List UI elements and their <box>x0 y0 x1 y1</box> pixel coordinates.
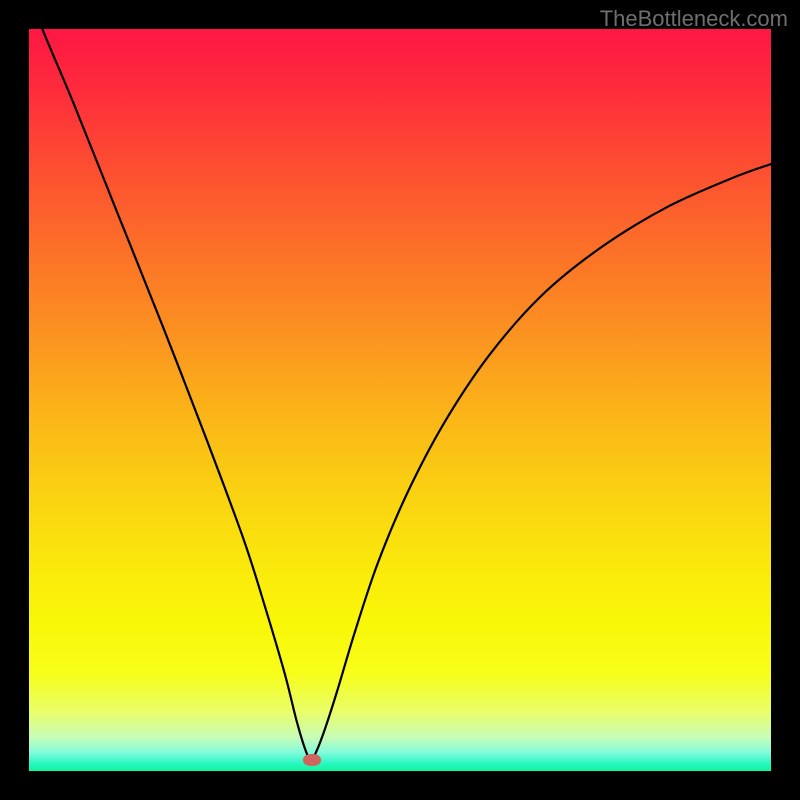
watermark-text: TheBottleneck.com <box>600 6 788 32</box>
optimum-marker <box>303 754 321 766</box>
plot-area <box>29 29 771 771</box>
